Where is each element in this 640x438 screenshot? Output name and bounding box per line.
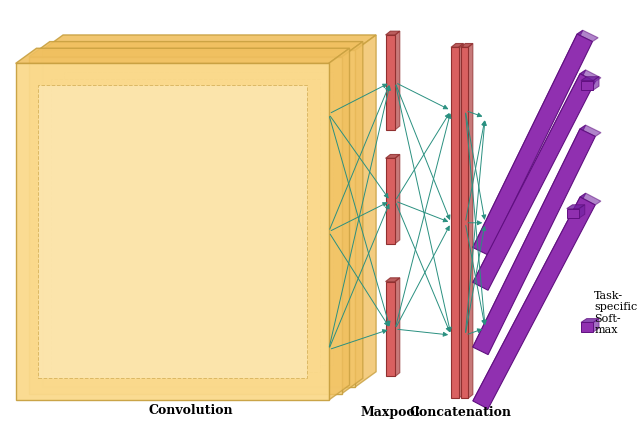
Polygon shape [581,322,593,332]
Polygon shape [395,155,400,244]
Polygon shape [473,70,586,283]
Polygon shape [385,35,395,130]
Text: Maxpool: Maxpool [360,406,420,419]
Polygon shape [451,43,463,47]
Polygon shape [579,205,585,218]
Polygon shape [580,70,601,81]
Polygon shape [395,278,400,377]
Polygon shape [473,30,583,247]
Polygon shape [473,197,595,409]
Polygon shape [385,158,395,244]
Polygon shape [29,42,363,57]
Text: Convolution: Convolution [149,404,234,417]
Polygon shape [42,35,376,50]
Polygon shape [581,77,599,81]
Polygon shape [473,193,586,401]
Text: Task-
specific
Soft-
max: Task- specific Soft- max [595,290,637,336]
Polygon shape [577,30,598,42]
Polygon shape [581,318,599,322]
Polygon shape [385,278,400,282]
Polygon shape [395,31,400,130]
Polygon shape [385,155,400,158]
Polygon shape [567,205,585,208]
Polygon shape [459,43,463,398]
Polygon shape [15,64,329,400]
Polygon shape [593,318,599,332]
Polygon shape [468,43,473,398]
Polygon shape [451,47,459,398]
Polygon shape [329,48,349,400]
Polygon shape [385,282,395,377]
Polygon shape [473,74,595,290]
Polygon shape [593,77,599,90]
Polygon shape [355,35,376,387]
Polygon shape [473,125,586,347]
Polygon shape [567,208,579,218]
Polygon shape [461,47,468,398]
Polygon shape [385,31,400,35]
Polygon shape [64,72,333,365]
Polygon shape [342,42,363,394]
Polygon shape [15,48,349,64]
Polygon shape [473,34,593,255]
Polygon shape [580,193,601,205]
Text: Concatenation: Concatenation [410,406,511,419]
Polygon shape [51,79,320,371]
Polygon shape [473,129,595,355]
Polygon shape [580,125,601,137]
Polygon shape [38,85,307,378]
Polygon shape [42,50,355,387]
Polygon shape [29,57,342,394]
Polygon shape [581,81,593,90]
Polygon shape [461,43,473,47]
